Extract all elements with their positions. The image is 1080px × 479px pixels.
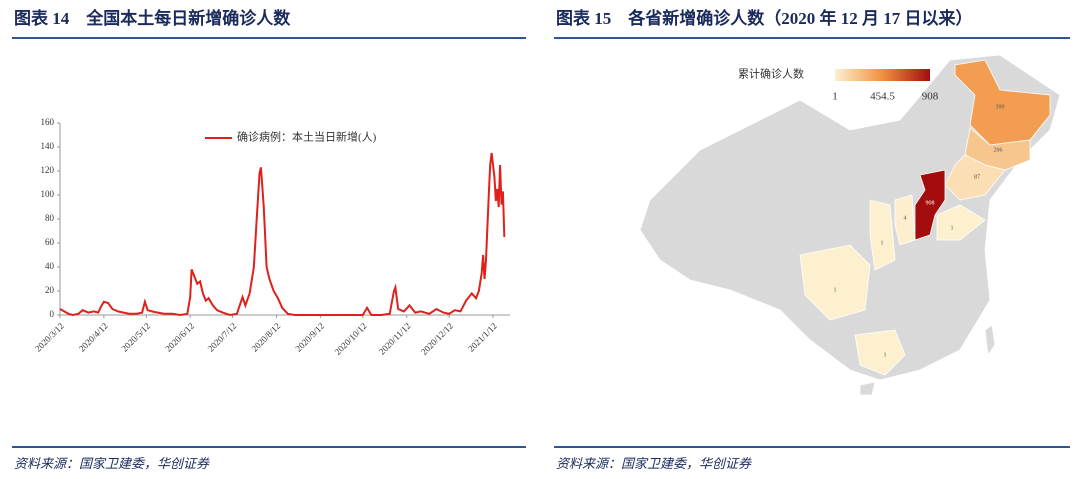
x-tick-label: 2021/1/12 — [466, 321, 499, 354]
x-tick-label: 2020/5/12 — [119, 321, 152, 354]
region-label: 4 — [904, 215, 907, 221]
region-label: 908 — [926, 200, 935, 206]
region-label: 1 — [881, 240, 884, 246]
region — [869, 199, 896, 271]
y-tick-label: 120 — [41, 165, 55, 175]
legend-tick-label: 1 — [832, 91, 838, 103]
region — [914, 169, 946, 241]
source: 资料来源：国家卫建委，华创证券 — [556, 456, 752, 471]
region — [954, 59, 1051, 146]
y-tick-label: 140 — [41, 141, 55, 151]
x-tick-label: 2020/10/12 — [333, 321, 369, 357]
legend-label: 确诊病例：本土当日新增(人) — [237, 130, 377, 144]
x-tick-label: 2020/12/12 — [419, 321, 455, 357]
y-tick-label: 60 — [45, 237, 55, 247]
region — [944, 154, 1006, 201]
y-tick-label: 40 — [45, 261, 55, 271]
region — [799, 244, 871, 321]
figure-title: 图表 14 全国本土每日新增确诊人数 — [14, 8, 291, 28]
legend-tick-label: 908 — [922, 91, 939, 103]
region-label: 399 — [996, 104, 1005, 110]
source: 资料来源：国家卫建委，华创证券 — [14, 456, 210, 471]
x-tick-label: 2020/6/12 — [163, 321, 196, 354]
region-label: 1 — [834, 287, 837, 293]
x-tick-label: 2020/9/12 — [293, 321, 326, 354]
region — [894, 194, 916, 246]
y-tick-label: 160 — [41, 117, 55, 127]
y-tick-label: 20 — [45, 285, 55, 295]
map-base — [639, 54, 1061, 396]
region — [854, 329, 906, 376]
x-tick-label: 2020/11/12 — [377, 321, 413, 357]
legend-title: 累计确诊人数 — [738, 67, 804, 81]
region — [936, 204, 986, 241]
x-tick-label: 2020/3/12 — [33, 321, 66, 354]
region-label: 87 — [974, 174, 980, 180]
figure-title: 图表 15 各省新增确诊人数（2020 年 12 月 17 日以来） — [556, 8, 973, 28]
region-label: 1 — [951, 225, 954, 231]
region-label: 1 — [884, 352, 887, 358]
region-label: 206 — [994, 147, 1003, 153]
legend-colorbar — [835, 69, 930, 81]
legend-tick-label: 454.5 — [870, 91, 895, 103]
x-tick-label: 2020/8/12 — [249, 321, 282, 354]
x-tick-label: 2020/7/12 — [206, 321, 239, 354]
line-series — [59, 152, 506, 317]
y-tick-label: 0 — [50, 309, 55, 319]
x-tick-label: 2020/4/12 — [77, 321, 110, 354]
y-tick-label: 80 — [45, 213, 55, 223]
y-tick-label: 100 — [41, 189, 55, 199]
